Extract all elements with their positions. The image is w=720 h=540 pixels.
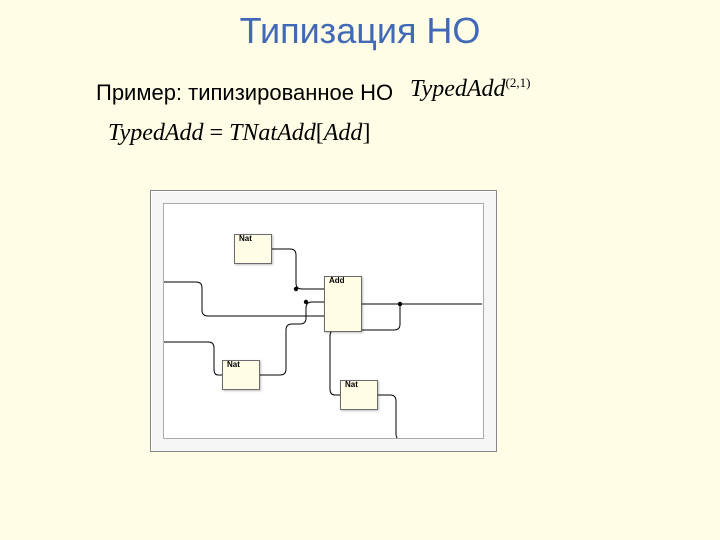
wire — [272, 249, 324, 289]
wire — [164, 282, 324, 316]
formula-rbracket: ] — [362, 120, 370, 146]
formula-lbracket: [ — [316, 120, 324, 146]
slide-subtitle: Пример: типизированное НО — [96, 80, 393, 106]
node-nat3: Nat — [340, 380, 378, 410]
node-nat2: Nat — [222, 360, 260, 390]
slide-title: Типизация НО — [0, 10, 720, 52]
formula-name: TypedAdd — [410, 76, 506, 102]
node-add: Add — [324, 276, 362, 332]
formula-eq: = — [204, 120, 230, 146]
formula-rhs1: TNatAdd — [229, 120, 316, 146]
node-label-nat3: Nat — [345, 380, 358, 389]
formula-definition: TypedAdd = TNatAdd[Add] — [108, 120, 370, 147]
node-nat1: Nat — [234, 234, 272, 264]
node-label-nat2: Nat — [227, 360, 240, 369]
port-dot — [398, 302, 402, 306]
diagram-workspace: Nat Nat Add Nat — [163, 203, 484, 439]
slide: Типизация НО Пример: типизированное НО T… — [0, 0, 720, 540]
node-label-add: Add — [329, 276, 345, 285]
formula-superscript: (2,1) — [506, 75, 531, 90]
wire — [378, 395, 482, 438]
node-label-nat1: Nat — [239, 234, 252, 243]
wire — [164, 342, 222, 375]
formula-rhs2: Add — [324, 120, 363, 146]
wire — [260, 302, 324, 375]
port-dot — [294, 287, 298, 291]
formula-typedadd-superscript: TypedAdd(2,1) — [410, 75, 530, 103]
formula-lhs: TypedAdd — [108, 120, 204, 146]
diagram-frame: Nat Nat Add Nat — [150, 190, 497, 452]
port-dot — [304, 300, 308, 304]
